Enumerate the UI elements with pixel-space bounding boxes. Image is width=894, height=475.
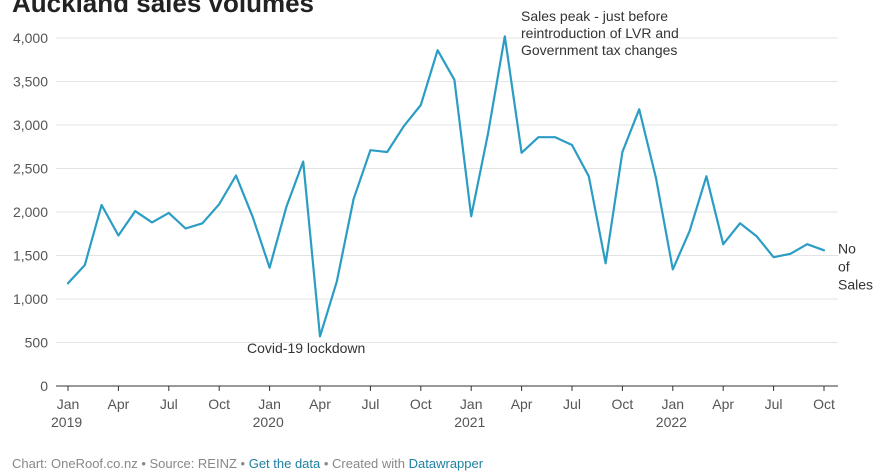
- x-tick-label: Apr: [309, 396, 331, 412]
- x-tick-year-label: 2020: [253, 414, 284, 430]
- y-tick-label: 0: [40, 378, 48, 394]
- grid: [56, 37, 838, 343]
- annotation-text: Government tax changes: [521, 42, 677, 58]
- x-tick-label: Apr: [511, 396, 533, 412]
- series-label-line: Sales: [838, 276, 873, 292]
- x-tick-year-label: 2019: [51, 414, 82, 430]
- chart-footer: Chart: OneRoof.co.nz • Source: REINZ • G…: [12, 456, 483, 471]
- x-tick-label: Oct: [410, 396, 432, 412]
- line-chart: 05001,0001,5002,0002,5003,0003,5004,000 …: [13, 8, 873, 430]
- y-tick-label: 4,000: [13, 30, 48, 46]
- x-tick-label: Jul: [361, 396, 379, 412]
- y-tick-label: 500: [25, 335, 49, 351]
- annotation-text: Covid-19 lockdown: [247, 340, 365, 356]
- x-tick-label: Jul: [160, 396, 178, 412]
- y-tick-label: 1,000: [13, 291, 48, 307]
- footer-created-with: • Created with: [320, 456, 409, 471]
- x-axis: Jan 2019 Apr Jul Oct Jan 2020 Apr Jul Oct Jan 2021 A…: [51, 385, 838, 430]
- y-axis: 0 500 1,000 1,500 2,000 2,500 3,000 3,500 4,000: [13, 30, 48, 394]
- series-label-line: No: [838, 240, 856, 256]
- x-tick-label: Jan: [460, 396, 483, 412]
- x-tick-label: Jul: [765, 396, 783, 412]
- annotation-text: Sales peak - just before: [521, 8, 668, 24]
- x-tick-label: Jan: [662, 396, 685, 412]
- y-tick-label: 2,000: [13, 204, 48, 220]
- x-tick-year-label: 2021: [454, 414, 485, 430]
- series-label-line: of: [838, 258, 850, 274]
- datawrapper-link[interactable]: Datawrapper: [408, 456, 484, 471]
- y-tick-label: 3,000: [13, 117, 48, 133]
- y-tick-label: 3,500: [13, 74, 48, 90]
- x-tick-label: Oct: [208, 396, 230, 412]
- x-tick-label: Oct: [813, 396, 835, 412]
- y-tick-label: 2,500: [13, 161, 48, 177]
- x-tick-label: Jan: [57, 396, 80, 412]
- series-lines: [66, 35, 826, 338]
- get-data-link[interactable]: Get the data: [248, 456, 321, 471]
- series-labels: No of Sales: [838, 240, 873, 292]
- x-tick-label: Oct: [612, 396, 634, 412]
- x-tick-label: Jan: [258, 396, 281, 412]
- x-tick-year-label: 2022: [656, 414, 687, 430]
- x-tick-label: Apr: [108, 396, 130, 412]
- series-line: [66, 35, 826, 338]
- chart-title: Auckland sales volumes: [12, 0, 315, 18]
- annotation-text: reintroduction of LVR and: [521, 25, 679, 41]
- footer-source: Chart: OneRoof.co.nz • Source: REINZ •: [12, 456, 249, 471]
- x-tick-label: Apr: [712, 396, 734, 412]
- x-tick-label: Jul: [563, 396, 581, 412]
- y-tick-label: 1,500: [13, 248, 48, 264]
